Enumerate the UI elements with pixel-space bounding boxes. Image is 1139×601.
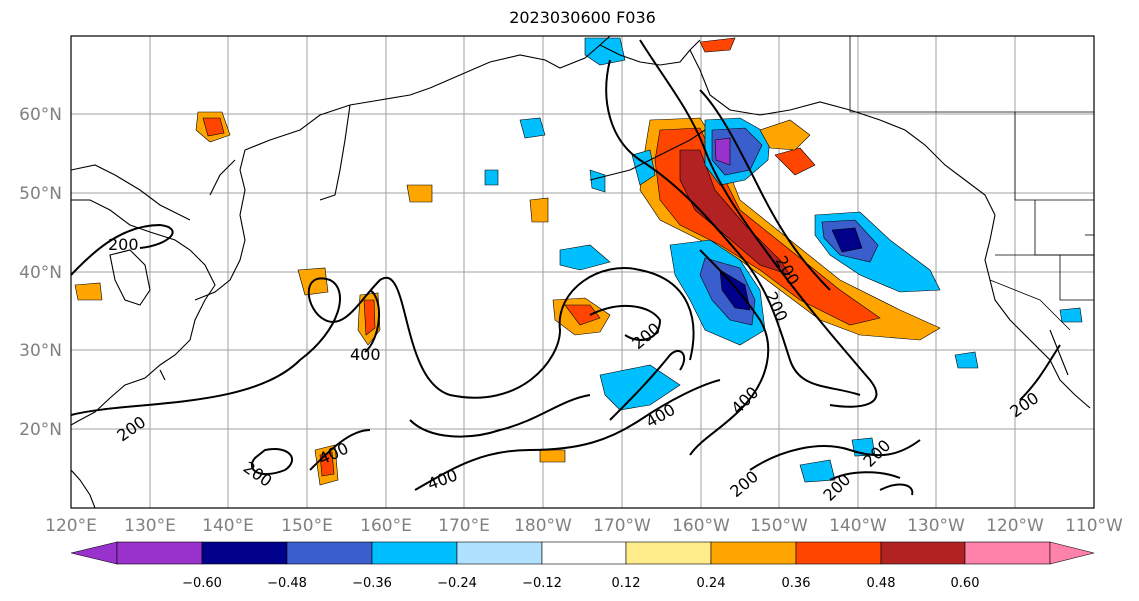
lon-tick-label: 180°W bbox=[514, 516, 572, 536]
colorbar-min-extend bbox=[70, 541, 118, 565]
lon-tick-label: 140°W bbox=[829, 516, 887, 536]
colorbar-tick-label: −0.60 bbox=[182, 576, 222, 591]
colorbar-tick-label: 0.60 bbox=[951, 576, 980, 591]
lon-tick-label: 150°E bbox=[281, 516, 333, 536]
lat-tick-label: 20°N bbox=[19, 420, 62, 440]
lon-tick-label: 110°W bbox=[1065, 516, 1123, 536]
lat-tick-label: 40°N bbox=[19, 263, 62, 283]
colorbar-segment bbox=[371, 541, 458, 565]
colorbar-tick-label: −0.12 bbox=[522, 576, 562, 591]
colorbar-segment bbox=[964, 541, 1051, 565]
contour-label: 400 bbox=[350, 345, 381, 364]
colorbar-tick-labels: −0.60 −0.48 −0.36 −0.24 −0.12 0.12 0.24 … bbox=[182, 576, 979, 591]
colorbar-segment bbox=[541, 541, 627, 565]
contour-label: 200 bbox=[108, 235, 139, 254]
lon-tick-label: 170°W bbox=[593, 516, 651, 536]
colorbar-tick-label: 0.12 bbox=[612, 576, 641, 591]
lon-tick-label: 140°E bbox=[202, 516, 254, 536]
colorbar-segment bbox=[625, 541, 712, 565]
lon-tick-label: 160°W bbox=[672, 516, 730, 536]
colorbar-segment bbox=[201, 541, 288, 565]
lon-tick-label: 130°W bbox=[907, 516, 965, 536]
map-frame bbox=[70, 35, 1095, 509]
colorbar-tick-label: 0.24 bbox=[697, 576, 726, 591]
lon-tick-label: 160°E bbox=[360, 516, 412, 536]
colorbar-segment bbox=[880, 541, 966, 565]
lat-tick-label: 50°N bbox=[19, 184, 62, 204]
colorbar-segment bbox=[795, 541, 882, 565]
map-title: 2023030600 F036 bbox=[509, 8, 656, 27]
colorbar-max-extend bbox=[1049, 541, 1095, 565]
political-borders bbox=[849, 36, 1094, 331]
colorbar-tick-label: 0.48 bbox=[867, 576, 896, 591]
lon-tick-label: 120°W bbox=[986, 516, 1044, 536]
lon-tick-label: 150°W bbox=[750, 516, 808, 536]
lat-tick-label: 60°N bbox=[19, 105, 62, 125]
colorbar-segment bbox=[456, 541, 543, 565]
lon-tick-labels: 120°E 130°E 140°E 150°E 160°E 170°E 180°… bbox=[45, 516, 1123, 536]
colorbar-tick-label: −0.24 bbox=[437, 576, 477, 591]
contour-lines bbox=[71, 39, 1061, 496]
colorbar-segment bbox=[116, 541, 203, 565]
colorbar-tick-label: −0.48 bbox=[267, 576, 307, 591]
lon-tick-label: 170°E bbox=[438, 516, 490, 536]
lon-tick-label: 120°E bbox=[45, 516, 97, 536]
colorbar bbox=[70, 541, 1095, 565]
lat-tick-labels: 60°N 50°N 40°N 30°N 20°N bbox=[19, 105, 62, 440]
gridlines bbox=[71, 36, 1094, 508]
colorbar-tick-label: 0.36 bbox=[782, 576, 811, 591]
colorbar-tick-label: −0.36 bbox=[352, 576, 392, 591]
lat-tick-label: 30°N bbox=[19, 341, 62, 361]
lon-tick-label: 130°E bbox=[124, 516, 176, 536]
colorbar-segment bbox=[710, 541, 797, 565]
colorbar-segment bbox=[286, 541, 373, 565]
